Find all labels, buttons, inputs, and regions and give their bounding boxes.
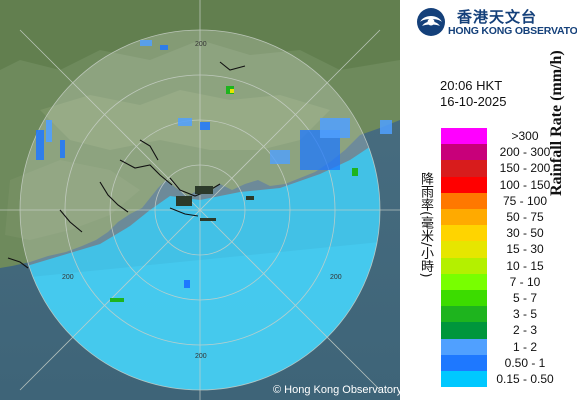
island-2 xyxy=(195,186,213,194)
coastline-4 xyxy=(169,207,199,217)
legend-swatch xyxy=(441,209,487,226)
legend-label: 100 - 150 xyxy=(499,177,551,192)
island-3 xyxy=(200,218,216,221)
legend-row: >300 xyxy=(441,128,577,145)
legend-swatch xyxy=(441,306,487,323)
legend-row: 200 - 300 xyxy=(441,144,577,161)
legend-label: 3 - 5 xyxy=(512,307,537,322)
legend-row: 15 - 30 xyxy=(441,241,577,258)
legend-row: 0.15 - 0.50 xyxy=(441,371,577,388)
range-rings xyxy=(0,0,400,400)
island-4 xyxy=(246,196,254,200)
coastline-7 xyxy=(139,139,159,161)
islands xyxy=(176,186,254,221)
land-terrain-mid xyxy=(5,160,140,240)
range-label-west: 200 xyxy=(62,274,74,281)
legend-row: 75 - 100 xyxy=(441,192,577,209)
rain-echoes xyxy=(36,40,392,302)
legend-label: 50 - 75 xyxy=(506,210,544,224)
coastline-2 xyxy=(169,177,221,197)
legend-panel xyxy=(400,0,577,400)
legend-label: 10 - 15 xyxy=(506,258,544,273)
legend-label: 0.15 - 0.50 xyxy=(496,372,554,386)
timestamp-time: 20:06 HKT xyxy=(440,78,503,93)
legend-swatch xyxy=(441,241,487,258)
legend-row: 0.50 - 1 xyxy=(441,354,577,371)
legend-row: 10 - 15 xyxy=(441,257,577,274)
range-label-east: 200 xyxy=(330,274,342,281)
range-label-south: 200 xyxy=(195,353,207,360)
legend-label: 0.50 - 1 xyxy=(504,355,546,370)
legend-row: 50 - 75 xyxy=(441,209,577,226)
org-name-cn: 香港天文台 xyxy=(457,8,538,26)
legend-swatch xyxy=(441,144,487,161)
legend-label: 200 - 300 xyxy=(499,145,551,160)
legend-swatch xyxy=(441,338,487,355)
legend-title-en: Rainfall Rate (mm/h) xyxy=(548,50,565,196)
legend-label: 150 - 200 xyxy=(499,161,551,176)
radar-map: 200 200 200 200 © Hong Kong Observatory xyxy=(0,0,400,400)
coastline-8 xyxy=(7,257,29,269)
legend-swatch xyxy=(441,371,487,388)
legend-label: 30 - 50 xyxy=(506,226,544,241)
legend-swatch xyxy=(441,354,487,371)
hko-logo xyxy=(416,6,446,38)
legend-row: 100 - 150 xyxy=(441,176,577,193)
legend-label: 1 - 2 xyxy=(512,339,537,354)
copyright-notice: © Hong Kong Observatory xyxy=(273,384,400,396)
legend-row: 150 - 200 xyxy=(441,160,577,177)
legend-title-cn: 降雨率(毫米/小時) xyxy=(418,172,433,278)
legend-row: 1 - 2 xyxy=(441,338,577,355)
legend-label: 2 - 3 xyxy=(512,323,537,338)
legend-row: 3 - 5 xyxy=(441,306,577,323)
legend-swatch xyxy=(441,160,487,177)
hko-logo-icon xyxy=(417,8,445,36)
legend-row: 5 - 7 xyxy=(441,290,577,307)
legend-swatch xyxy=(441,290,487,307)
org-name-en: HONG KONG OBSERVATORY xyxy=(448,25,577,37)
radar-map-svg: 200 200 200 200 xyxy=(0,0,400,400)
coastline-3 xyxy=(99,181,129,213)
coastline-1 xyxy=(119,159,173,186)
legend-swatch xyxy=(441,176,487,193)
legend-row: 7 - 10 xyxy=(441,273,577,290)
legend-swatch xyxy=(441,225,487,242)
legend-swatch xyxy=(441,273,487,290)
legend-label: >300 xyxy=(511,129,539,143)
range-label-north: 200 xyxy=(195,41,207,48)
island-1 xyxy=(176,196,192,206)
legend-label: 7 - 10 xyxy=(509,274,541,289)
legend-row: 2 - 3 xyxy=(441,322,577,339)
legend-swatch xyxy=(441,322,487,339)
legend-swatch xyxy=(441,257,487,274)
legend-swatch xyxy=(441,128,487,145)
legend-label: 75 - 100 xyxy=(502,193,548,208)
range-line-diag2 xyxy=(19,29,381,391)
legend-swatch xyxy=(441,192,487,209)
legend-label: 5 - 7 xyxy=(512,291,537,305)
coastlines xyxy=(7,61,246,269)
legend-row: 30 - 50 xyxy=(441,225,577,242)
coastline-5 xyxy=(59,209,83,233)
legend-label: 15 - 30 xyxy=(506,242,544,257)
coastline-6 xyxy=(219,61,246,71)
timestamp-date: 16-10-2025 xyxy=(440,94,507,109)
